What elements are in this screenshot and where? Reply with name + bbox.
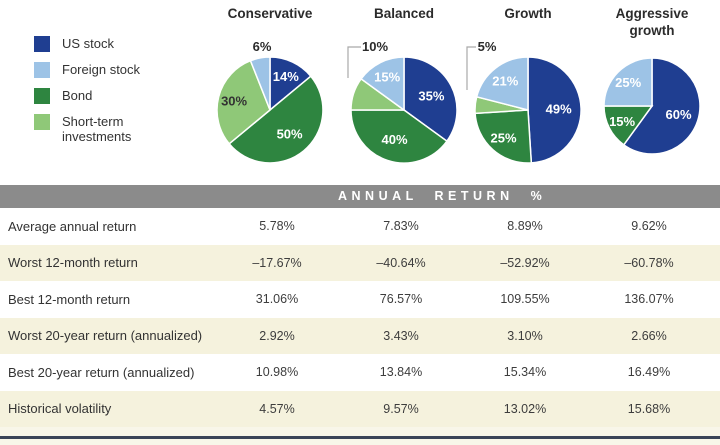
value-cell: 3.10% <box>507 328 543 343</box>
value-cell: 16.49% <box>627 365 671 380</box>
pie-slice-label: 6% <box>253 39 272 54</box>
pie-slice-foreign-stock <box>360 56 405 112</box>
row-label: Historical volatility <box>8 401 112 417</box>
pie-slice-label: 25% <box>490 130 516 145</box>
callout-line <box>466 46 476 90</box>
legend: US stock Foreign stock Bond Short-term inve… <box>34 36 162 155</box>
pie-slice-label: 14% <box>273 69 299 84</box>
legend-item-foreign-stock: Foreign stock <box>34 62 162 78</box>
value-cell: –60.78% <box>624 255 674 270</box>
pie-title-text: Balanced <box>373 6 435 21</box>
pie-slice-label: 5% <box>478 39 497 54</box>
value-cell: 10.98% <box>255 365 299 380</box>
table-row: Average annual return 5.78% 7.83% 8.89% 9.62… <box>0 208 720 245</box>
legend-item-us-stock: US stock <box>34 36 162 52</box>
value-cell: 7.83% <box>383 219 419 234</box>
legend-swatch-short-term <box>34 114 50 130</box>
pie-slice-label: 30% <box>221 93 247 108</box>
value-cell: 13.02% <box>503 401 547 416</box>
pie-slice-us-stock <box>622 57 701 155</box>
row-label: Best 12-month return <box>8 291 131 307</box>
pie-chart: 35% 40% 10% 15% <box>347 39 458 164</box>
pie-title: Balanced <box>339 0 469 38</box>
pie-title-text: Aggressive growth <box>615 6 689 38</box>
pie-slice-foreign-stock <box>475 56 529 111</box>
pie-slice-label: 15% <box>609 114 635 129</box>
value-cell: –40.64% <box>376 255 426 270</box>
bottom-rule <box>0 436 720 439</box>
value-cell: 9.57% <box>383 401 419 416</box>
row-label: Average annual return <box>8 218 137 234</box>
value-cell: 2.92% <box>259 328 295 343</box>
value-cell: 76.57% <box>379 292 423 307</box>
pie-group-growth: Growth 49% 25% 5% 21% <box>463 0 593 170</box>
legend-swatch-us-stock <box>34 36 50 52</box>
pie-slice-label: 15% <box>374 69 400 84</box>
pie-slice-label: 35% <box>418 89 444 104</box>
pie-group-balanced: Balanced 35% 40% 10% 15% <box>339 0 469 170</box>
value-cell: 15.34% <box>503 365 547 380</box>
legend-label: US stock <box>62 36 115 51</box>
table-row: Worst 12-month return –17.67% –40.64% –52.9… <box>0 244 720 281</box>
pie-slice-foreign-stock <box>603 57 653 107</box>
returns-table: Average annual return 5.78% 7.83% 8.89% 9.62… <box>0 208 720 427</box>
pie-slice-us-stock <box>527 56 582 164</box>
value-cell: 4.57% <box>259 401 295 416</box>
table-row: Worst 20-year return (annualized) 2.92% 3.… <box>0 317 720 354</box>
legend-label: Foreign stock <box>62 62 141 77</box>
value-cell: 9.62% <box>631 219 667 234</box>
value-cell: 31.06% <box>255 292 299 307</box>
pie-title: Aggressive growth <box>587 0 717 38</box>
pie-slice-label: 40% <box>381 132 407 147</box>
row-label: Worst 12-month return <box>8 255 138 271</box>
value-cell: 3.43% <box>383 328 419 343</box>
table-row: Best 20-year return (annualized) 10.98% 13… <box>0 354 720 391</box>
pie-slice-label: 25% <box>615 75 641 90</box>
value-cell: 13.84% <box>379 365 423 380</box>
pie-title-text: Conservative <box>227 6 313 21</box>
callout-line <box>347 46 361 78</box>
legend-label: Bond <box>62 88 93 103</box>
pie-title: Growth <box>463 0 593 38</box>
value-cell: –17.67% <box>252 255 302 270</box>
pie-slice-us-stock <box>403 56 458 143</box>
annual-return-header-bar: ANNUAL RETURN % <box>0 185 720 208</box>
pie-group-aggressive-growth: Aggressive growth 60% 15% 25% <box>587 0 717 170</box>
pie-slice-short-term <box>216 59 271 145</box>
pie-slice-foreign-stock <box>249 56 271 111</box>
value-cell: 5.78% <box>259 219 295 234</box>
value-cell: 109.55% <box>500 292 550 307</box>
value-cell: 15.68% <box>627 401 671 416</box>
table-row: Historical volatility 4.57% 9.57% 13.02% 15.… <box>0 390 720 427</box>
table-row: Best 12-month return 31.06% 76.57% 109.55% 1… <box>0 281 720 318</box>
pie-slice-bond <box>474 109 533 164</box>
annual-return-header-label: ANNUAL RETURN % <box>338 189 547 203</box>
pie-title: Conservative <box>205 0 335 38</box>
pie-chart: 60% 15% 25% <box>603 57 701 155</box>
pie-group-conservative: Conservative 14% 50% 30% 6% <box>205 0 335 170</box>
legend-label: Short-term investments <box>62 114 132 144</box>
value-cell: 136.07% <box>624 292 674 307</box>
pie-slice-label: 10% <box>362 39 388 54</box>
legend-swatch-bond <box>34 88 50 104</box>
row-label: Best 20-year return (annualized) <box>8 364 195 380</box>
legend-item-bond: Bond <box>34 88 162 104</box>
pie-title-text: Growth <box>504 6 552 21</box>
pie-chart: 14% 50% 30% 6% <box>216 39 324 164</box>
pie-slice-bond <box>350 109 448 164</box>
bottom-strip <box>0 427 720 445</box>
legend-swatch-foreign-stock <box>34 62 50 78</box>
row-label: Worst 20-year return (annualized) <box>8 328 203 344</box>
value-cell: 2.66% <box>631 328 667 343</box>
pie-slice-label: 21% <box>492 73 518 88</box>
value-cell: –52.92% <box>500 255 550 270</box>
pie-chart: 49% 25% 5% 21% <box>466 39 582 164</box>
pie-slice-label: 60% <box>665 107 691 122</box>
legend-item-short-term: Short-term investments <box>34 114 162 145</box>
value-cell: 8.89% <box>507 219 543 234</box>
pie-slice-label: 50% <box>277 126 303 141</box>
pie-slice-label: 49% <box>546 102 572 117</box>
pie-slice-bond <box>228 75 324 164</box>
